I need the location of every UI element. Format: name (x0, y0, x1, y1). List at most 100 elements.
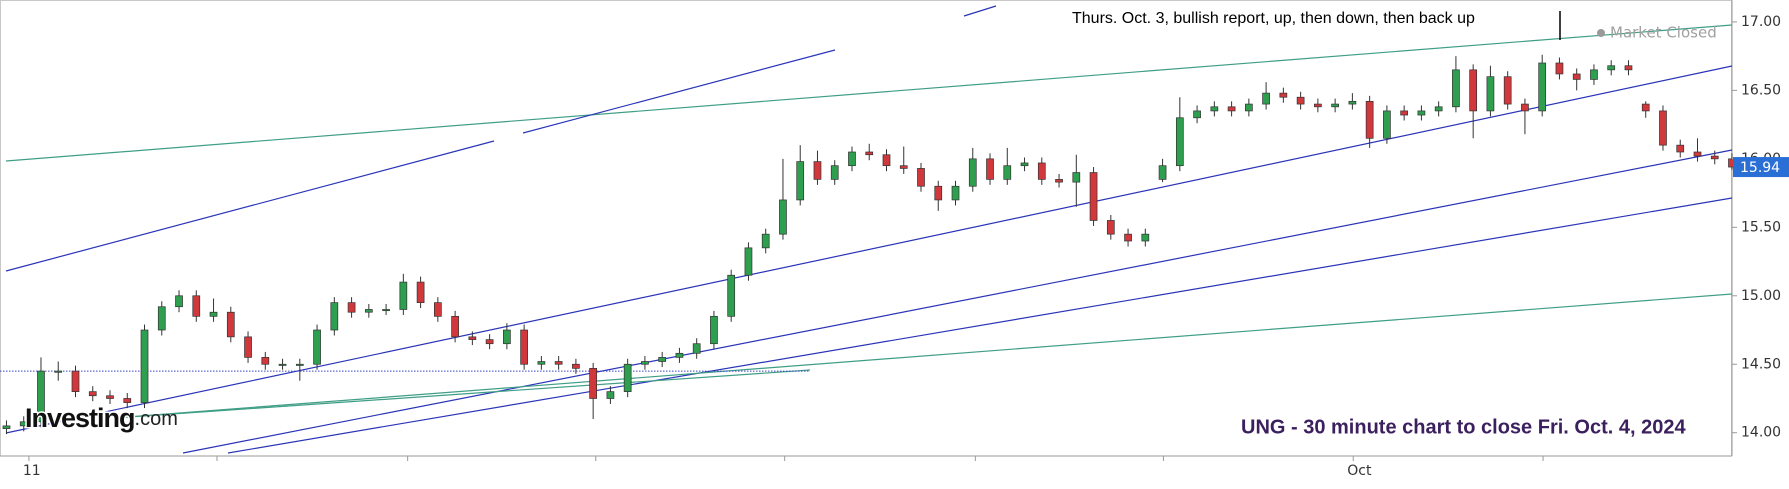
candle-body (1003, 165, 1012, 180)
candle-body (434, 302, 442, 317)
trend-line (522, 49, 836, 134)
candle-body (796, 161, 805, 201)
y-tick-label: 14.50 (1741, 356, 1781, 372)
candle-body (658, 357, 667, 362)
candle-body (675, 352, 684, 358)
last-price-box (1733, 157, 1789, 178)
candle-body (1693, 151, 1702, 157)
candle-body (1072, 172, 1081, 183)
candle-body (830, 165, 839, 180)
candle-body (727, 274, 736, 317)
candle-body (744, 247, 753, 276)
candle-body (779, 199, 787, 235)
candle-body (1314, 103, 1322, 108)
candle-body (1572, 73, 1581, 80)
candle-body (88, 391, 97, 397)
candle-body (244, 336, 252, 358)
candle-body (1331, 103, 1339, 108)
candle-body (399, 281, 408, 310)
trend-line (5, 24, 1733, 162)
candle-body (1124, 233, 1132, 242)
candle-body (451, 315, 459, 338)
candle-body (1279, 92, 1288, 98)
candle-body (330, 302, 339, 331)
candle-body (106, 395, 114, 399)
candle-body (1089, 172, 1098, 221)
candle-body (1037, 162, 1046, 180)
candle-body (882, 154, 891, 167)
trend-line (5, 65, 1733, 434)
candle-body (865, 151, 874, 156)
candle-body (485, 339, 494, 345)
candle-body (623, 363, 632, 392)
candle-body (19, 421, 28, 427)
candle-body (641, 361, 649, 365)
candle-body (1175, 117, 1184, 167)
candle-body (175, 295, 183, 308)
candle-body (692, 343, 701, 354)
candle-body (1296, 96, 1305, 105)
candle-body (1348, 100, 1357, 105)
candle-body (140, 329, 149, 403)
candle-body (710, 315, 718, 345)
candle-body (1452, 69, 1460, 108)
candle-body (503, 329, 511, 345)
candle-body (1417, 110, 1426, 116)
candle-body (917, 168, 925, 187)
candle-body (123, 398, 132, 403)
candle-body (1538, 62, 1547, 112)
annotation: Thurs. Oct. 3, bullish report, up, then … (1072, 10, 1475, 27)
candles (0, 54, 1736, 435)
candle-body (416, 281, 425, 303)
candle-body (226, 311, 235, 338)
candle-body (1158, 165, 1167, 180)
candle-body (261, 357, 270, 365)
candle-body (589, 368, 598, 399)
candle-body (951, 185, 960, 201)
candle-body (899, 165, 908, 169)
y-tick-label: 15.50 (1741, 219, 1781, 235)
candle-body (295, 363, 304, 366)
candle-body (1469, 69, 1478, 112)
trend-line (113, 369, 811, 419)
candle-body (1227, 106, 1236, 112)
candle-body (848, 151, 856, 167)
candle-body (1262, 92, 1270, 105)
y-tick-label: 14.00 (1741, 425, 1781, 441)
candle-body (54, 370, 63, 373)
y-tick-label: 16.50 (1741, 82, 1781, 98)
candle-body (1210, 106, 1219, 112)
candle-body (192, 295, 201, 317)
candle-body (382, 309, 390, 312)
plot-frame (0, 0, 1732, 457)
trend-line (113, 293, 1733, 419)
candle-body (1434, 106, 1443, 112)
logo-suffix: .com (135, 408, 178, 430)
candle-body (1486, 76, 1495, 112)
candle-body (1383, 110, 1391, 139)
candle-body (2, 425, 11, 429)
candle-body (1055, 179, 1063, 183)
candle-body (572, 363, 580, 369)
candle-body (761, 233, 770, 249)
candle-body (278, 363, 287, 366)
candle-body (520, 329, 528, 365)
last-price-label: 15.94 (1740, 160, 1780, 176)
trend-lines (5, 5, 1733, 454)
market-status: Market Closed (1610, 24, 1717, 42)
candle-body (1106, 220, 1115, 235)
y-tick-label: 17.00 (1741, 14, 1781, 30)
candle-body (813, 161, 822, 180)
x-tick-label: 11 (23, 463, 41, 479)
candle-body (1555, 62, 1564, 75)
trend-line (5, 140, 495, 272)
logo-name: Investing (25, 403, 135, 433)
candle-body (1676, 144, 1685, 153)
candle-body (537, 361, 546, 365)
candle-body (1193, 110, 1201, 119)
candle-body (1020, 162, 1029, 167)
candle-body (209, 311, 218, 317)
candle-body (157, 306, 166, 331)
candle-body (934, 185, 943, 201)
